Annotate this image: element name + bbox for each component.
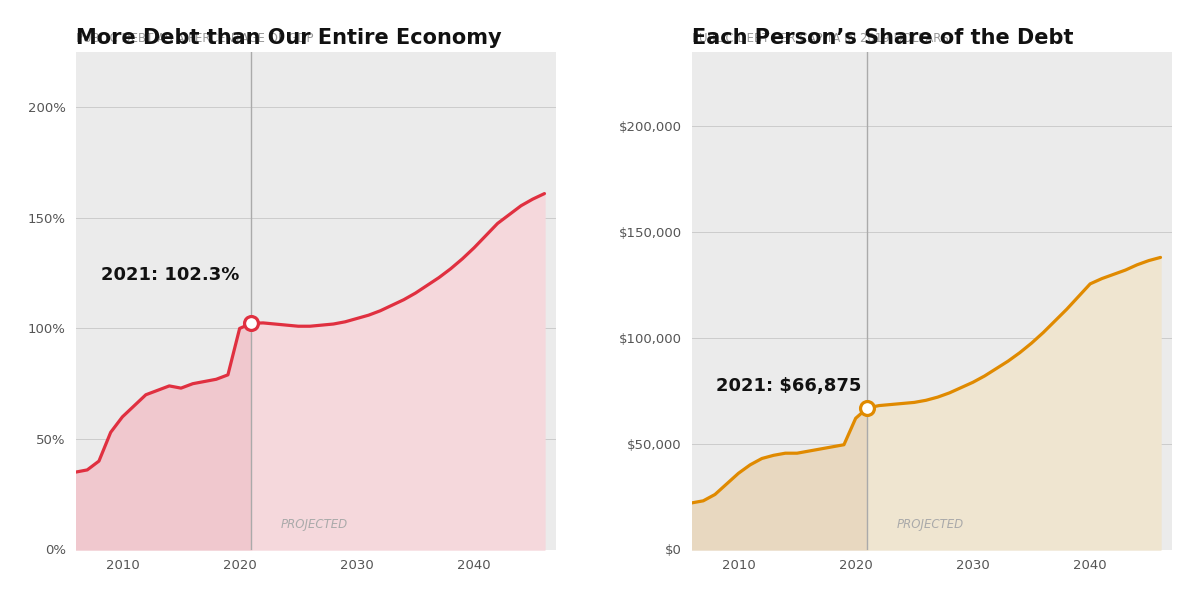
Text: More Debt than Our Entire Economy: More Debt than Our Entire Economy (76, 28, 502, 48)
Text: 2021: $66,875: 2021: $66,875 (716, 377, 862, 395)
Text: Each Person’s Share of the Debt: Each Person’s Share of the Debt (691, 28, 1073, 48)
Text: PROJECTED: PROJECTED (281, 518, 348, 530)
Text: PUBLIC DEBT PER CAPITA IN 2019 DOLLARS: PUBLIC DEBT PER CAPITA IN 2019 DOLLARS (691, 32, 948, 44)
Text: 2021: 102.3%: 2021: 102.3% (101, 266, 240, 284)
Text: PUBLIC DEBT AS A PERCENTAGE OF GDP: PUBLIC DEBT AS A PERCENTAGE OF GDP (76, 32, 313, 44)
Text: PROJECTED: PROJECTED (896, 518, 964, 530)
